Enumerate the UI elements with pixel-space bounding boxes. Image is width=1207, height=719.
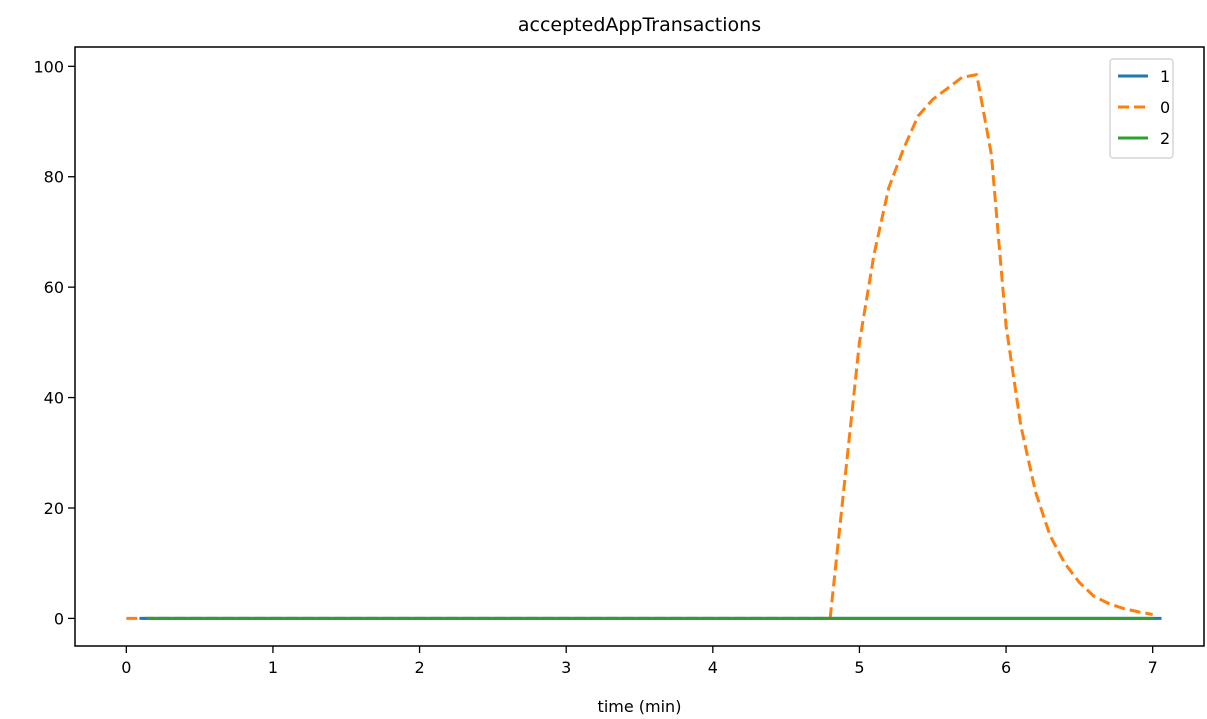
- x-tick-label: 1: [268, 658, 278, 677]
- legend: 1 0 2: [1109, 58, 1174, 159]
- x-tick-label: 6: [1001, 658, 1011, 677]
- chart-title: acceptedAppTransactions: [518, 14, 761, 36]
- x-tick-label: 2: [414, 658, 424, 677]
- series-line-0: [126, 73, 1153, 620]
- x-tick-label: 0: [121, 658, 131, 677]
- x-tick-label: 3: [561, 658, 571, 677]
- y-tick-label: 0: [54, 609, 64, 628]
- y-tick-label: 100: [33, 57, 64, 76]
- legend-label-0: 0: [1160, 98, 1170, 117]
- x-tick-label: 7: [1148, 658, 1158, 677]
- x-tick-label: 4: [708, 658, 718, 677]
- y-tick-label: 80: [44, 168, 64, 187]
- legend-label-2: 2: [1160, 129, 1170, 148]
- x-tick-label: 5: [854, 658, 864, 677]
- y-tick-label: 40: [44, 389, 64, 408]
- y-tick-label: 60: [44, 278, 64, 297]
- axes-frame: [74, 46, 1205, 647]
- y-tick-label: 20: [44, 499, 64, 518]
- plot-area: [126, 73, 1162, 620]
- x-axis-label: time (min): [598, 697, 682, 716]
- legend-label-1: 1: [1160, 67, 1170, 86]
